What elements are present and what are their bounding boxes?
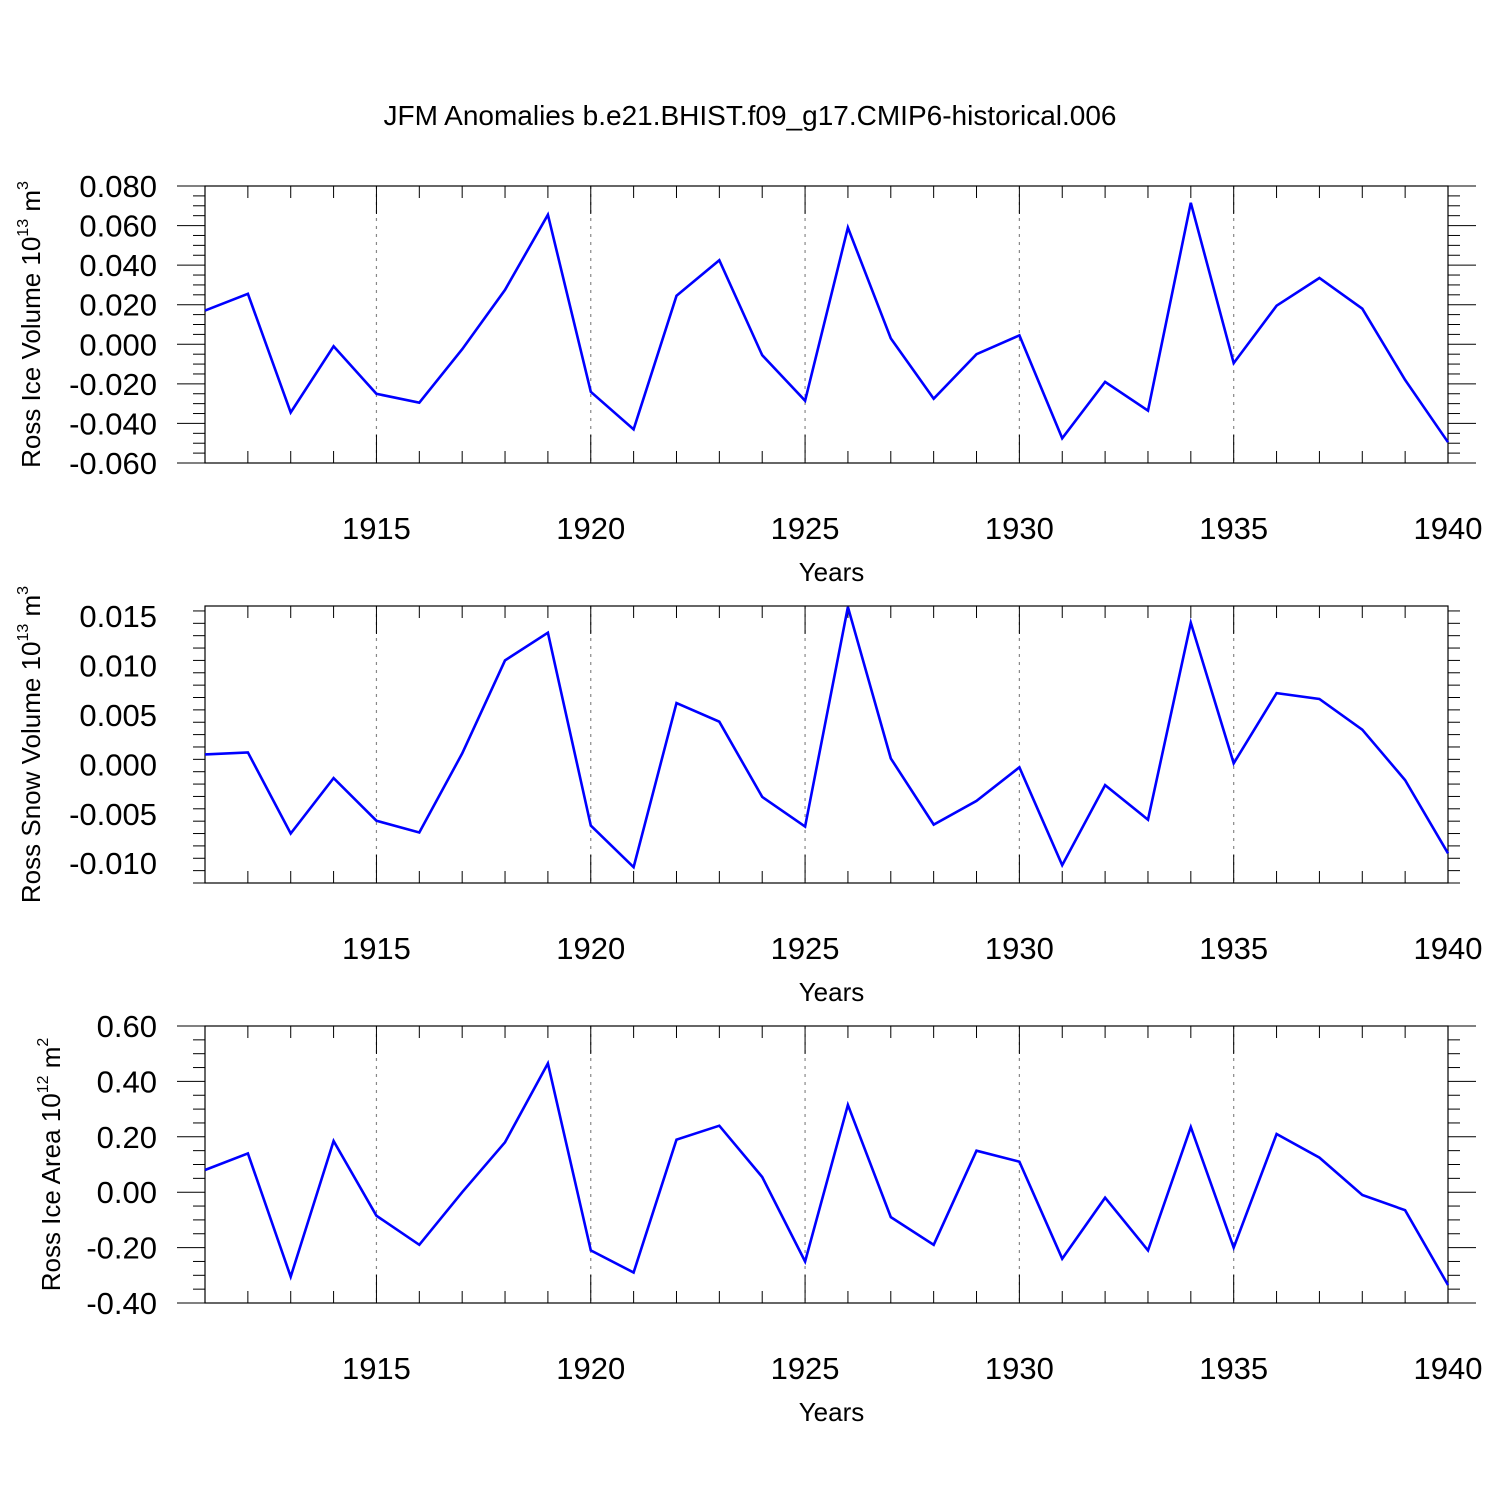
x-tick-label-1930: 1930 <box>985 511 1054 546</box>
x-tick-label-1935: 1935 <box>1199 1351 1268 1386</box>
x-tick-label-1935: 1935 <box>1199 931 1268 966</box>
y-tick-label: -0.060 <box>69 446 157 481</box>
x-tick-label-1915: 1915 <box>342 1351 411 1386</box>
y-tick-label: -0.20 <box>86 1231 157 1266</box>
x-tick-label-1925: 1925 <box>771 931 840 966</box>
y-axis-label: Ross Ice Area 1012 m2 <box>35 1038 66 1292</box>
figure-title: JFM Anomalies b.e21.BHIST.f09_g17.CMIP6-… <box>383 100 1116 131</box>
chart-panel-3: -0.40 -0.20 0.00 0.20 0.40 0.60 1915 1920 1925 19… <box>35 1009 1482 1427</box>
chart-panels: -0.060 -0.040 -0.020 0.000 0.020 0.040 0.060 0.… <box>15 169 1482 1427</box>
x-axis-label: Years <box>799 1397 865 1427</box>
x-tick-label-1920: 1920 <box>556 931 625 966</box>
chart-panel-1: -0.060 -0.040 -0.020 0.000 0.020 0.040 0.060 0.… <box>15 169 1482 587</box>
x-tick-label-1940: 1940 <box>1414 931 1483 966</box>
y-tick-label: -0.005 <box>69 797 157 832</box>
x-tick-label-1940: 1940 <box>1414 1351 1483 1386</box>
y-tick-label: 0.005 <box>79 698 157 733</box>
x-tick-label-1920: 1920 <box>556 1351 625 1386</box>
y-tick-label: -0.020 <box>69 367 157 402</box>
x-tick-label-1935: 1935 <box>1199 511 1268 546</box>
x-tick-label-1925: 1925 <box>771 511 840 546</box>
y-tick-label: 0.015 <box>79 599 157 634</box>
y-tick-label: 0.60 <box>97 1009 157 1044</box>
x-tick-label-1915: 1915 <box>342 931 411 966</box>
y-axis-label: Ross Snow Volume 1013 m3 <box>15 586 46 903</box>
y-tick-label: 0.000 <box>79 327 157 362</box>
y-tick-label: -0.010 <box>69 846 157 881</box>
y-tick-label: 0.40 <box>97 1064 157 1099</box>
y-tick-label: 0.20 <box>97 1120 157 1155</box>
y-tick-label: 0.040 <box>79 248 157 283</box>
x-tick-label-1920: 1920 <box>556 511 625 546</box>
x-tick-label-1925: 1925 <box>771 1351 840 1386</box>
plot-frame <box>204 185 1449 464</box>
y-tick-label: -0.40 <box>86 1286 157 1321</box>
plot-frame <box>204 605 1449 884</box>
x-tick-label-1915: 1915 <box>342 511 411 546</box>
series-line-3 <box>204 1059 1450 1286</box>
y-tick-label: 0.080 <box>79 169 157 204</box>
series-line-2 <box>204 606 1450 870</box>
series-line-1 <box>204 202 1450 443</box>
chart-panel-2: -0.010 -0.005 0.000 0.005 0.010 0.015 1915 1920… <box>15 586 1482 1007</box>
plot-frame <box>204 1025 1449 1304</box>
y-tick-label: 0.00 <box>97 1175 157 1210</box>
y-axis-label: Ross Ice Volume 1013 m3 <box>15 181 46 468</box>
x-axis-label: Years <box>799 977 865 1007</box>
y-tick-label: 0.060 <box>79 209 157 244</box>
y-tick-label: 0.010 <box>79 648 157 683</box>
x-axis-label: Years <box>799 557 865 587</box>
y-tick-label: -0.040 <box>69 406 157 441</box>
y-tick-label: 0.020 <box>79 288 157 323</box>
x-tick-label-1930: 1930 <box>985 931 1054 966</box>
x-tick-label-1930: 1930 <box>985 1351 1054 1386</box>
x-tick-label-1940: 1940 <box>1414 511 1483 546</box>
y-tick-label: 0.000 <box>79 747 157 782</box>
